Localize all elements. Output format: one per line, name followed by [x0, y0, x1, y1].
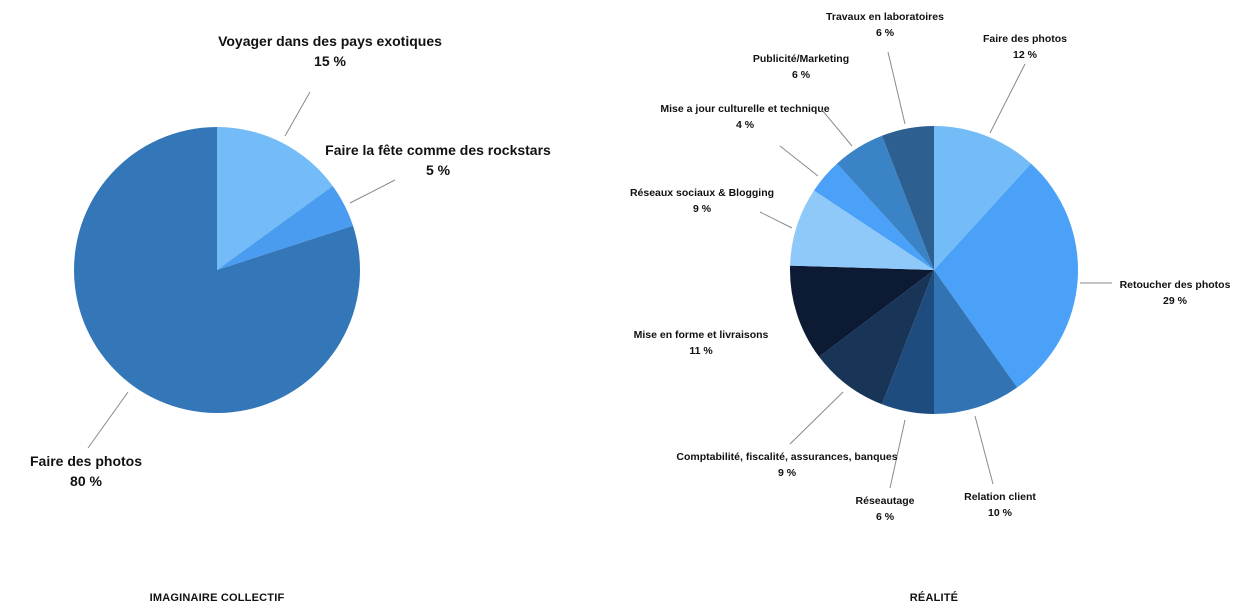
pie-slice — [881, 126, 934, 270]
leader-line — [349, 179, 396, 204]
slice-label: Publicité/Marketing — [753, 53, 849, 65]
slice-value-label: 10 % — [988, 507, 1013, 519]
pie-slice — [819, 270, 934, 405]
leader-line — [759, 211, 793, 229]
pie-slice — [790, 265, 934, 357]
pie-imaginaire-collectif: Voyager dans des pays exotiques 15 % Faire… — [30, 33, 551, 489]
slice-value-label: 11 % — [689, 345, 713, 357]
pie-slice — [217, 127, 333, 270]
leader-line — [887, 51, 906, 125]
slice-label: Relation client — [964, 491, 1036, 503]
leader-line — [889, 419, 906, 489]
slice-value-label: 6 % — [876, 511, 895, 523]
pie-slice — [934, 126, 1032, 270]
slice-value-label: 9 % — [693, 203, 712, 215]
slice-label: Faire des photos — [30, 453, 142, 469]
pie-slice — [73, 127, 360, 413]
caption-imaginaire: IMAGINAIRE COLLECTIF — [150, 592, 285, 604]
pie-slice — [790, 190, 934, 270]
slice-value-label: 80 % — [70, 473, 102, 489]
slice-value-label: 12 % — [1013, 49, 1038, 61]
slice-label: Mise en forme et livraisons — [634, 329, 769, 341]
leader-line — [974, 415, 994, 485]
caption-realite: RÉALITÉ — [910, 591, 958, 604]
pie-slice — [934, 163, 1078, 388]
slice-label: Travaux en laboratoires — [826, 11, 944, 23]
slice-value-label: 5 % — [426, 162, 451, 178]
slice-label: Voyager dans des pays exotiques — [218, 33, 442, 49]
leader-line — [284, 91, 311, 137]
slice-label: Réseautage — [856, 495, 915, 507]
slice-label: Comptabilité, fiscalité, assurances, ban… — [676, 451, 897, 463]
leader-line — [821, 109, 853, 147]
pie-slice — [813, 163, 934, 270]
leader-line — [789, 391, 844, 445]
slice-label: Réseaux sociaux & Blogging — [630, 187, 774, 199]
leader-line — [989, 63, 1026, 134]
slice-label: Faire des photos — [983, 33, 1067, 45]
slice-label: Retoucher des photos — [1120, 279, 1231, 291]
slice-value-label: 15 % — [314, 53, 346, 69]
pie-realite: Faire des photos 12 % Retoucher des photos… — [630, 11, 1231, 523]
leader-line — [779, 145, 819, 177]
slice-label: Faire la fête comme des rockstars — [325, 142, 551, 158]
slice-value-label: 9 % — [778, 467, 797, 479]
leader-line — [87, 391, 129, 449]
slice-label: Mise a jour culturelle et technique — [660, 103, 829, 115]
pie-slice — [217, 185, 353, 270]
slice-value-label: 6 % — [876, 27, 895, 39]
slice-value-label: 4 % — [736, 119, 755, 131]
pie-slice — [836, 135, 934, 270]
pie-slice — [934, 270, 1018, 414]
slice-value-label: 29 % — [1163, 295, 1188, 307]
pie-slice — [881, 270, 934, 414]
slice-value-label: 6 % — [792, 69, 811, 81]
